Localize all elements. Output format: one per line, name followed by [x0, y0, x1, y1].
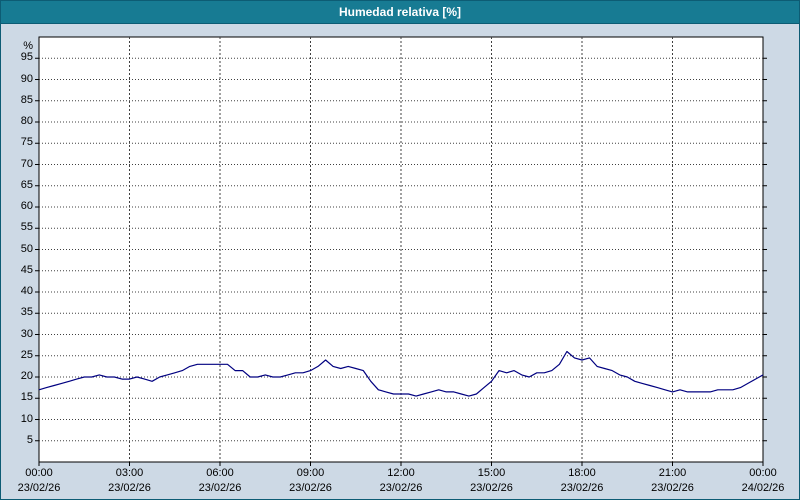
y-tick-label: 40	[20, 285, 33, 297]
chart-title-bar: Humedad relativa [%]	[1, 1, 799, 24]
y-tick-label: 35	[20, 306, 33, 319]
y-tick-label: 85	[20, 93, 33, 106]
x-tick-time-label: 15:00	[477, 467, 506, 479]
y-tick-label: 45	[20, 263, 33, 276]
x-tick-date-label: 23/02/26	[17, 482, 61, 494]
y-tick-label: 10	[20, 412, 33, 425]
x-tick-time-label: 00:00	[25, 467, 53, 479]
x-tick-date-label: 23/02/26	[289, 482, 332, 494]
humidity-series-line	[38, 350, 764, 397]
y-tick-label: 55	[20, 221, 33, 234]
y-tick-label: 70	[20, 157, 33, 170]
y-tick-label: 30	[20, 327, 33, 340]
x-tick-time-label: 21:00	[658, 467, 687, 479]
x-tick-date-label: 23/02/26	[470, 482, 513, 494]
y-tick-label: 25	[20, 348, 33, 361]
x-tick-date-label: 23/02/26	[108, 482, 151, 494]
chart-area: % 5 10 15 20 25 30 35 40 45 50 55 60 65 70 75 80 85 90 95 0…	[1, 24, 799, 499]
y-tick-label: 65	[20, 178, 33, 191]
x-tick-date-label: 23/02/26	[198, 482, 242, 494]
y-tick-label: 80	[20, 115, 33, 127]
x-tick-time-label: 18:00	[568, 467, 596, 479]
y-tick-label: 50	[20, 242, 33, 255]
x-tick-date-label: 23/02/26	[379, 482, 423, 494]
x-tick-date-label: 23/02/26	[560, 482, 604, 494]
y-axis-unit-label: %	[23, 40, 33, 52]
x-tick-time-label: 12:00	[387, 467, 415, 479]
chart-title: Humedad relativa [%]	[338, 5, 462, 19]
x-tick-time-label: 00:00	[749, 467, 777, 479]
y-tick-label: 90	[20, 72, 33, 85]
y-tick-label: 5	[26, 433, 33, 446]
x-tick-time-label: 09:00	[296, 467, 325, 479]
y-tick-label: 20	[20, 370, 33, 382]
x-tick-date-label: 24/02/26	[741, 482, 785, 494]
y-tick-label: 95	[20, 51, 33, 64]
y-tick-label: 60	[20, 200, 33, 212]
x-tick-date-label: 23/02/26	[651, 482, 694, 494]
x-tick-time-label: 03:00	[115, 467, 144, 479]
humidity-line-chart	[35, 36, 767, 466]
y-tick-label: 15	[20, 391, 33, 404]
x-tick-time-label: 06:00	[206, 467, 234, 479]
y-tick-label: 75	[20, 136, 33, 149]
